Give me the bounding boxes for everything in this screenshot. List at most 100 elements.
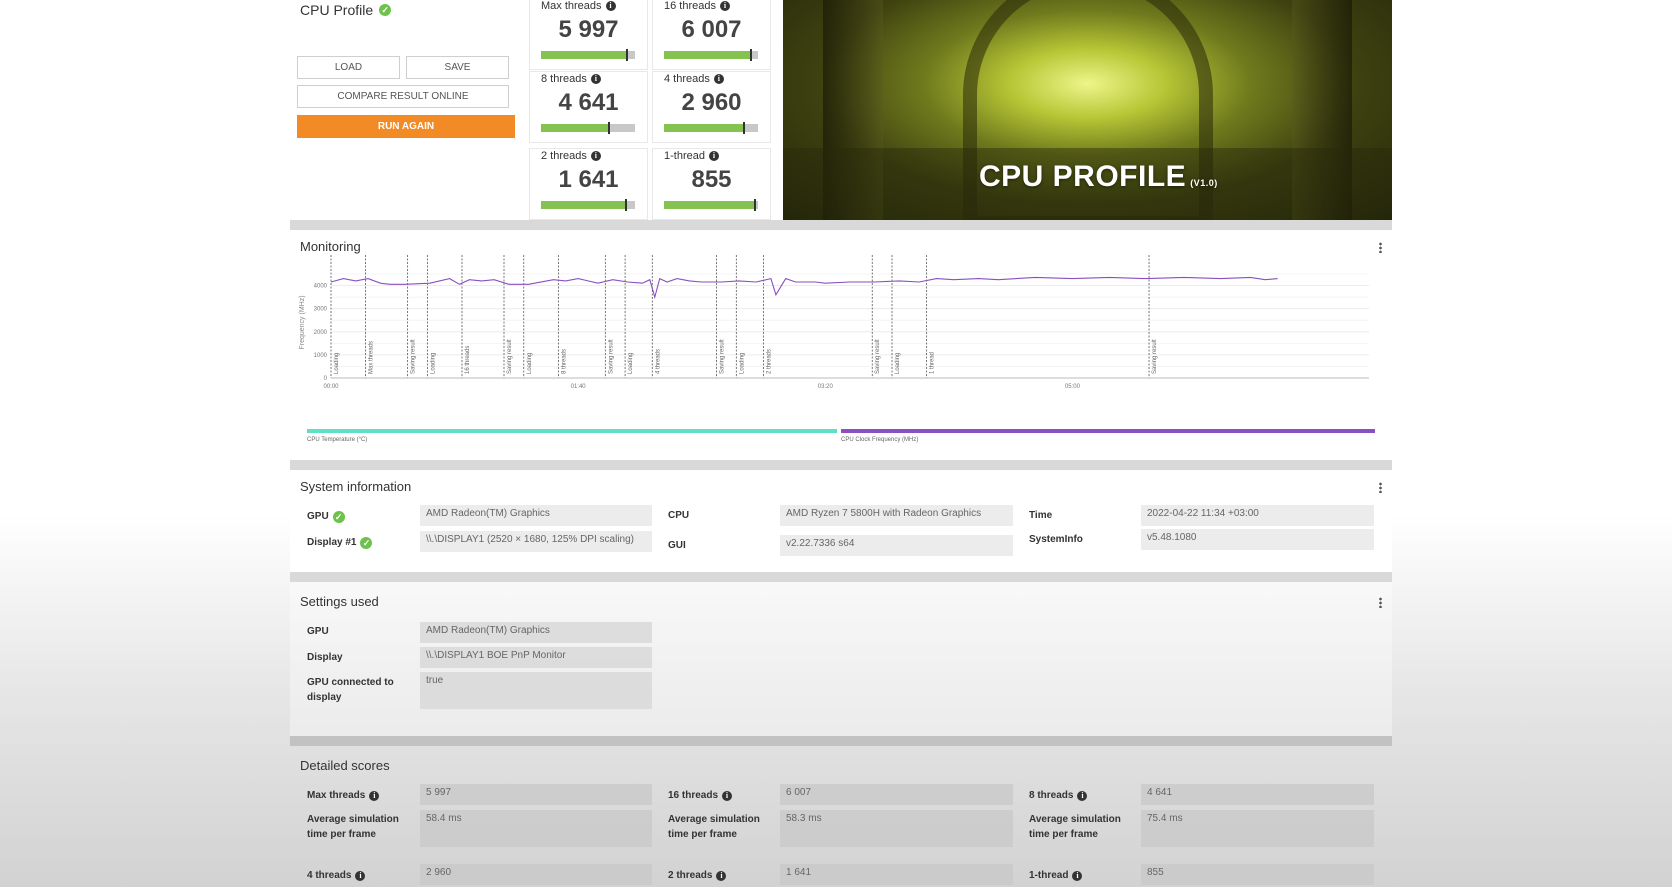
profile-panel: CPU Profile ✓ LOAD SAVE COMPARE RESULT O…: [290, 0, 518, 220]
score-bar-fill: [541, 124, 609, 132]
system-information-panel: System information GPU ✓ AMD Radeon(TM) G…: [290, 470, 1392, 572]
1-thread-label: 1-thread: [1029, 870, 1069, 881]
phase-marker-label: Saving result: [875, 339, 881, 374]
section-divider: [290, 572, 1392, 582]
y-tick-label: 3000: [314, 307, 328, 313]
banner-pillar-left: [823, 0, 883, 220]
phase-marker-label: Saving result: [411, 339, 417, 374]
score-card-max-threads: Max threads i 5 997: [530, 0, 647, 69]
max-threads-value: 5 997: [420, 784, 652, 805]
settings-gpu-label: GPU: [307, 626, 329, 637]
x-tick-label: 00:00: [323, 384, 339, 390]
more-options-icon[interactable]: [1379, 482, 1382, 493]
gpu-connected-label: GPU connected to display: [307, 677, 394, 703]
compare-result-online-button[interactable]: COMPARE RESULT ONLINE: [297, 85, 509, 108]
more-options-icon[interactable]: [1379, 242, 1382, 253]
detailed-scores-panel: Detailed scores Max threads i 5 997 Avera…: [290, 746, 1392, 887]
x-tick-label: 05:00: [1065, 384, 1081, 390]
info-icon[interactable]: i: [355, 870, 366, 881]
score-bar-fill: [541, 201, 626, 209]
info-icon[interactable]: i: [713, 74, 724, 84]
4-threads-value: 2 960: [420, 864, 652, 885]
4-threads-label: 4 threads: [307, 870, 352, 881]
score-value: 5 997: [558, 16, 619, 43]
clock-frequency-line: [330, 276, 1278, 300]
phase-marker-label: Loading: [628, 353, 634, 374]
8-threads-value: 4 641: [1141, 784, 1374, 805]
phase-marker-label: Loading: [527, 353, 533, 374]
phase-marker-label: Saving result: [720, 339, 726, 374]
load-button[interactable]: LOAD: [297, 56, 400, 79]
legend-clock-label: CPU Clock Frequency (MHz): [841, 437, 919, 443]
info-icon[interactable]: i: [590, 151, 601, 161]
info-icon[interactable]: i: [719, 1, 730, 11]
x-tick-label: 01:40: [571, 384, 587, 390]
monitoring-panel: Monitoring 0 1000 2000 3000 4000 Frequency (M…: [290, 230, 1392, 460]
monitoring-chart: 0 1000 2000 3000 4000 Frequency (MHz) 00:00 01:…: [299, 255, 1369, 390]
score-label: 2 threads: [541, 150, 587, 162]
legend-temp-label: CPU Temperature (°C): [307, 437, 368, 443]
settings-used-panel: Settings used GPU AMD Radeon(TM) Graphic…: [290, 582, 1392, 736]
info-icon[interactable]: i: [722, 790, 733, 801]
score-bar: [541, 122, 635, 134]
y-tick-label: 2000: [314, 330, 328, 336]
y-axis-label: Frequency (MHz): [299, 295, 306, 349]
gpu-connected-value: true: [420, 672, 652, 709]
phase-marker-label: 4 threads: [655, 349, 661, 374]
score-bar-fill: [664, 124, 744, 132]
info-icon[interactable]: i: [1072, 870, 1083, 881]
info-icon[interactable]: i: [369, 790, 380, 801]
score-bar-marker: [742, 122, 745, 134]
y-tick-label: 0: [324, 376, 328, 382]
info-icon[interactable]: i: [708, 151, 719, 161]
legend-temp-bar[interactable]: [307, 429, 837, 433]
phase-marker-label: Saving result: [1152, 339, 1158, 374]
section-divider: [290, 736, 1392, 746]
phase-marker-label: Loading: [739, 353, 745, 374]
profile-title-text: CPU Profile: [300, 2, 374, 18]
score-bar-marker: [626, 49, 629, 61]
score-card-4-threads: 4 threads i 2 960: [653, 72, 770, 142]
section-divider: [290, 460, 1392, 470]
info-icon[interactable]: i: [590, 74, 601, 84]
2-threads-value: 1 641: [780, 864, 1013, 885]
legend-clock-bar[interactable]: [841, 429, 1375, 433]
phase-marker-label: Loading: [334, 353, 340, 374]
score-label: 8 threads: [541, 73, 587, 85]
avg-sim-time-label: Average simulation time per frame: [668, 814, 760, 840]
y-tick-label: 1000: [314, 353, 328, 359]
check-icon: ✓: [360, 536, 373, 549]
banner-title-text: CPU PROFILE: [979, 160, 1187, 193]
info-icon[interactable]: i: [1077, 790, 1088, 801]
16-threads-value: 6 007: [780, 784, 1013, 805]
time-value: 2022-04-22 11:34 +03:00: [1141, 505, 1374, 526]
gui-value: v2.22.7336 s64: [780, 535, 1013, 556]
monitoring-title: Monitoring: [300, 239, 361, 254]
x-tick-label: 03:20: [818, 384, 834, 390]
score-bar: [541, 199, 635, 211]
info-icon[interactable]: i: [605, 1, 616, 11]
phase-marker-label: 1 thread: [930, 352, 936, 374]
settings-display-label: Display: [307, 652, 343, 663]
16-threads-label: 16 threads: [668, 790, 719, 801]
settings-used-title: Settings used: [300, 594, 379, 609]
cpu-value: AMD Ryzen 7 5800H with Radeon Graphics: [780, 505, 1013, 526]
score-bar-marker: [754, 199, 757, 211]
check-icon: ✓: [379, 4, 392, 16]
score-label: 16 threads: [664, 0, 716, 12]
avg-sim-time-label: Average simulation time per frame: [307, 814, 399, 840]
more-options-icon[interactable]: [1379, 597, 1382, 608]
8-threads-label: 8 threads: [1029, 790, 1074, 801]
score-bar-fill: [664, 51, 752, 59]
settings-display-value: \\.\DISPLAY1 BOE PnP Monitor: [420, 647, 652, 668]
y-tick-label: 4000: [314, 284, 328, 290]
detailed-scores-title: Detailed scores: [300, 758, 390, 773]
phase-marker-label: Loading: [895, 353, 901, 374]
score-label: 1-thread: [664, 150, 705, 162]
info-icon[interactable]: i: [716, 870, 727, 881]
systeminfo-value: v5.48.1080: [1141, 529, 1374, 550]
save-button[interactable]: SAVE: [406, 56, 509, 79]
phase-marker-label: Loading: [430, 353, 436, 374]
run-again-button[interactable]: RUN AGAIN: [297, 115, 515, 138]
gpu-label: GPU: [307, 511, 329, 522]
